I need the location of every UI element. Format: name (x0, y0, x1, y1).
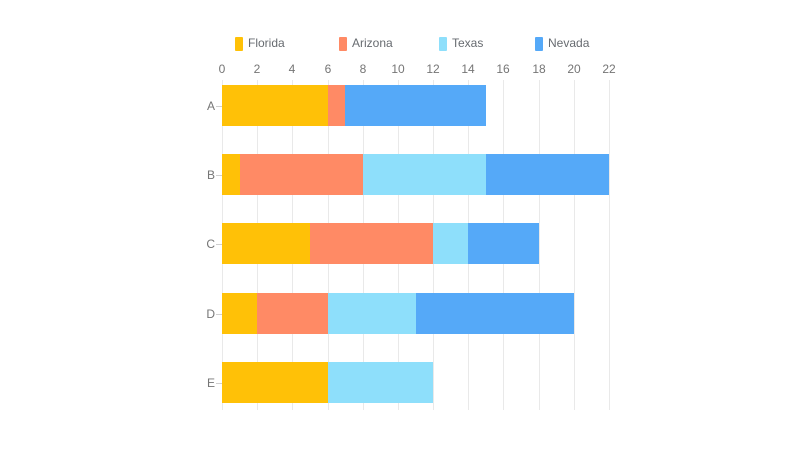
x-axis-tick-label: 8 (359, 62, 367, 76)
legend-swatch-florida (235, 36, 243, 51)
bar-d-segment-arizona[interactable] (257, 293, 328, 334)
x-axis-tick-label: 4 (288, 62, 296, 76)
legend-item-texas[interactable]: Texas (439, 36, 483, 51)
bar-a-segment-arizona[interactable] (327, 85, 346, 126)
x-axis-tick-label: 2 (253, 62, 261, 76)
x-axis-tick-label: 20 (567, 62, 581, 76)
gridline-x-18 (539, 80, 540, 410)
legend-label: Florida (248, 36, 285, 50)
category-tick-mark (216, 314, 222, 315)
category-label-e: E (206, 376, 215, 390)
legend-swatch-nevada (535, 36, 543, 51)
category-tick-mark (216, 244, 222, 245)
x-axis-tick-label: 22 (602, 62, 616, 76)
legend-label: Texas (452, 36, 484, 50)
legend-item-florida[interactable]: Florida (235, 36, 285, 51)
category-tick-mark (216, 383, 222, 384)
category-label-d: D (206, 307, 215, 321)
category-label-b: B (206, 168, 215, 182)
category-tick-mark (216, 175, 222, 176)
bar-c-segment-nevada[interactable] (468, 223, 539, 264)
bar-b-segment-nevada[interactable] (485, 154, 609, 195)
legend-label: Nevada (548, 36, 590, 50)
bar-b-segment-florida[interactable] (222, 154, 240, 195)
legend-item-arizona[interactable]: Arizona (339, 36, 393, 51)
x-axis-tick-label: 12 (426, 62, 440, 76)
gridline-x-20 (574, 80, 575, 410)
bar-e-segment-florida[interactable] (222, 362, 328, 403)
bar-d-segment-florida[interactable] (222, 293, 258, 334)
legend-label: Arizona (352, 36, 393, 50)
x-axis-tick-label: 16 (496, 62, 510, 76)
bar-b-segment-texas[interactable] (362, 154, 486, 195)
legend-swatch-texas (439, 36, 447, 51)
x-axis-tick-label: 6 (324, 62, 332, 76)
bar-a-segment-nevada[interactable] (345, 85, 486, 126)
bar-b-segment-arizona[interactable] (239, 154, 363, 195)
bar-e-segment-texas[interactable] (327, 362, 433, 403)
legend-item-nevada[interactable]: Nevada (535, 36, 589, 51)
category-label-a: A (206, 99, 215, 113)
gridline-x-22 (609, 80, 610, 410)
x-axis-tick-label: 0 (218, 62, 226, 76)
bar-c-segment-arizona[interactable] (310, 223, 434, 264)
bar-c-segment-texas[interactable] (433, 223, 469, 264)
legend-swatch-arizona (339, 36, 347, 51)
bar-d-segment-nevada[interactable] (415, 293, 574, 334)
bar-d-segment-texas[interactable] (327, 293, 416, 334)
x-axis-tick-label: 18 (532, 62, 546, 76)
x-axis-tick-label: 14 (461, 62, 475, 76)
x-axis-tick-label: 10 (391, 62, 405, 76)
category-label-c: C (206, 237, 215, 251)
category-tick-mark (216, 106, 222, 107)
bar-c-segment-florida[interactable] (222, 223, 310, 264)
bar-a-segment-florida[interactable] (222, 85, 328, 126)
